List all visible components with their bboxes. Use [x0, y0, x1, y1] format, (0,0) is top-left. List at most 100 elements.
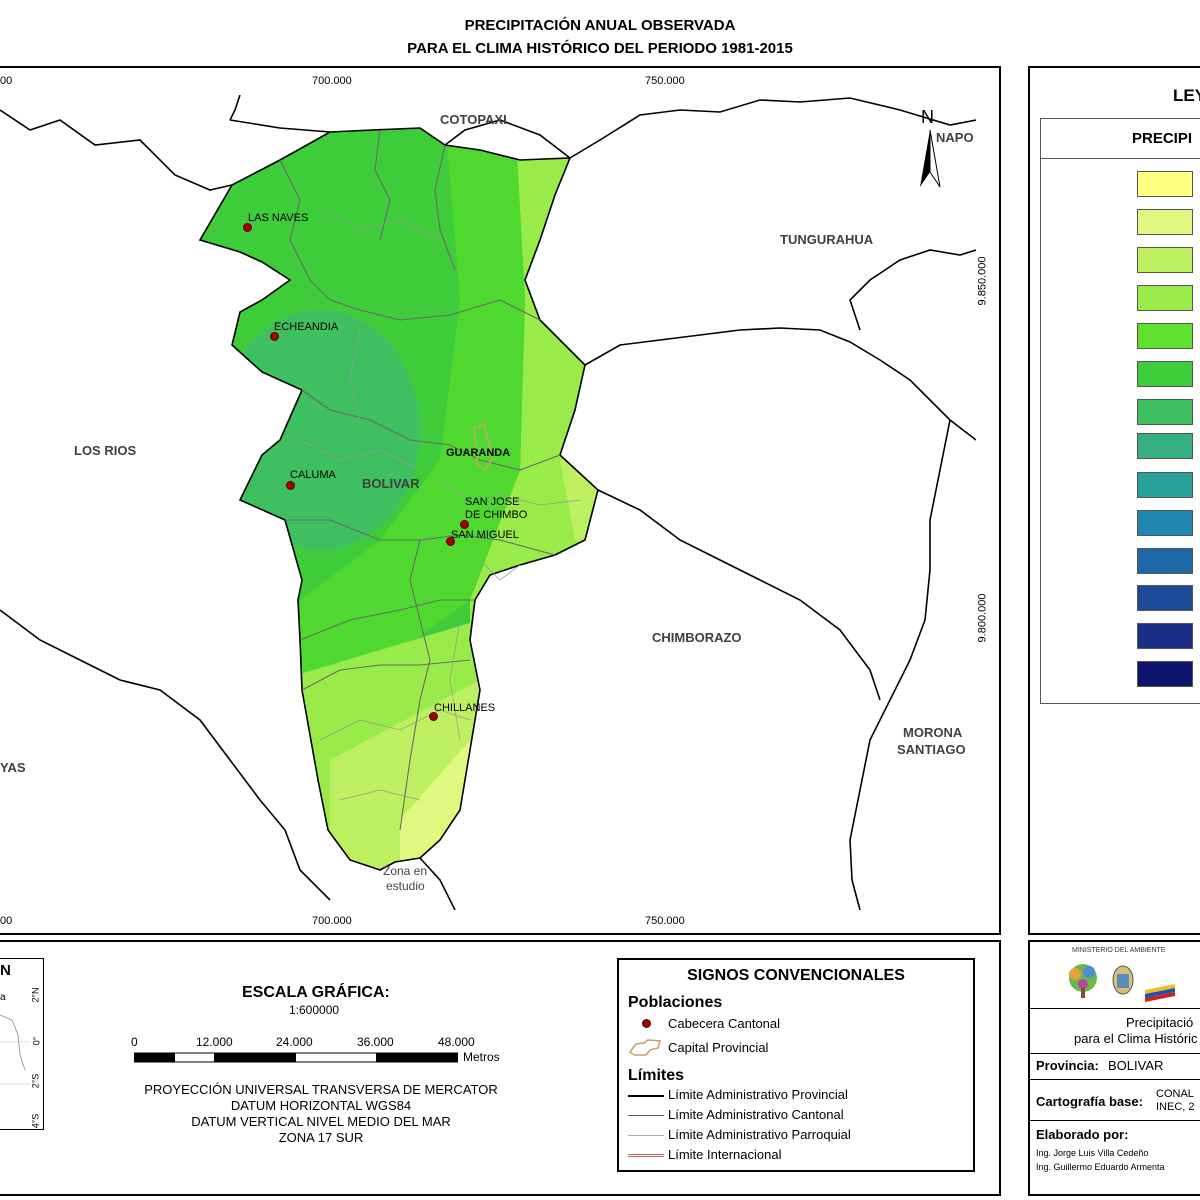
town-dot-caluma [286, 481, 295, 490]
sign-lim-int-line [628, 1154, 664, 1157]
scale-tick-0: 0 [131, 1035, 138, 1049]
elaborado-label: Elaborado por: [1036, 1127, 1129, 1142]
inset-box [0, 958, 44, 1130]
scale-bar [134, 1052, 458, 1063]
y-tick-9850000: 9.850.000 [976, 256, 989, 306]
signs-poblaciones: Poblaciones [628, 994, 723, 1011]
sign-lim-cant-label: Límite Administrativo Cantonal [668, 1107, 844, 1122]
town-echeandia: ECHEANDIA [274, 321, 339, 333]
x-tick-700-top: 700.000 [312, 75, 352, 87]
town-san-miguel: SAN MIGUEL [451, 529, 519, 541]
label-chimborazo: CHIMBORAZO [652, 630, 742, 645]
town-dot-chillanes [429, 712, 438, 721]
legend-swatch-12 [1137, 585, 1193, 611]
scale-tick-12000: 12.000 [196, 1035, 233, 1049]
inset-lat-2n: 2°N [30, 987, 41, 1003]
legend-swatch-2 [1137, 209, 1193, 235]
label-guayas-partial: YAS [0, 760, 26, 775]
scale-tick-48000: 48.000 [438, 1035, 475, 1049]
north-label: N [921, 107, 934, 127]
label-guaranda: GUARANDA [446, 447, 511, 459]
study-zone-line2: estudio [386, 879, 425, 893]
legend-swatch-1 [1137, 171, 1193, 197]
x-tick-750-bottom: 750.000 [645, 915, 685, 927]
ministry-label: MINISTERIO DEL AMBIENTE [1072, 947, 1166, 954]
projection-line2: DATUM HORIZONTAL WGS84 [230, 1098, 412, 1113]
scale-ratio: 1:600000 [289, 1003, 340, 1017]
projection-line4: ZONA 17 SUR [278, 1130, 364, 1145]
x-tick-700-bottom: 700.000 [312, 915, 352, 927]
x-tick-left-partial-bottom: 00 [0, 915, 13, 927]
author-1: Ing. Jorge Luis Villa Cedeño [1036, 1148, 1149, 1158]
signs-title: SIGNOS CONVENCIONALES [687, 967, 905, 984]
gobierno-logo [1145, 984, 1175, 1002]
provincial-boundaries [0, 95, 976, 910]
label-santiago: SANTIAGO [897, 742, 966, 757]
town-dot-las-naves [243, 223, 252, 232]
guaranda-capital-outline [473, 422, 493, 472]
north-arrow [920, 129, 941, 188]
study-zone-line1: Zona en [383, 864, 428, 878]
legend-swatch-6 [1137, 361, 1193, 387]
town-dot-san-jose [460, 520, 469, 529]
sign-lim-int-label: Límite Internacional [668, 1147, 782, 1162]
legend-title: LEY [1173, 86, 1200, 105]
x-tick-750-top: 750.000 [645, 75, 685, 87]
scale-unit: Metros [463, 1050, 500, 1064]
town-dot-echeandia [270, 332, 279, 341]
bottom-left-frame [0, 940, 1001, 1196]
legend-swatch-7 [1137, 399, 1193, 425]
scale-title: ESCALA GRÁFICA: [242, 984, 390, 1001]
label-los-rios: LOS RIOS [74, 443, 137, 458]
label-cotopaxi: COTOPAXI [440, 112, 507, 127]
town-san-jose-line1: SAN JOSE [465, 496, 520, 508]
sign-cabecera-dot [642, 1019, 651, 1028]
town-caluma: CALUMA [290, 469, 336, 481]
map-canvas [0, 95, 976, 910]
legend-swatch-4 [1137, 285, 1193, 311]
town-san-jose-line2: DE CHIMBO [465, 509, 528, 521]
legend-subtitle: PRECIPI [1132, 130, 1193, 147]
scale-tick-24000: 24.000 [276, 1035, 313, 1049]
sign-lim-cant-line [628, 1115, 664, 1116]
projection-line1: PROYECCIÓN UNIVERSAL TRANSVERSA DE MERCA… [144, 1082, 498, 1097]
label-morona: MORONA [903, 725, 963, 740]
label-napo: NAPO [936, 130, 974, 145]
town-las-naves: LAS NAVES [248, 212, 309, 224]
logos [1069, 964, 1175, 1002]
carto-value-1: CONAL [1156, 1088, 1194, 1100]
provincia-value: BOLIVAR [1108, 1058, 1164, 1073]
legend-swatch-10 [1137, 510, 1193, 536]
sign-lim-parr-label: Límite Administrativo Parroquial [668, 1127, 851, 1142]
legend-swatch-9 [1137, 472, 1193, 498]
author-2: Ing. Guillermo Eduardo Armenta [1036, 1162, 1165, 1172]
info-divider-2 [1028, 1120, 1200, 1121]
label-tungurahua: TUNGURAHUA [780, 232, 874, 247]
info-divider-1 [1028, 1079, 1200, 1080]
signs-limites: Límites [628, 1067, 685, 1084]
sign-lim-parr-line [628, 1135, 664, 1136]
legend-box [1040, 118, 1200, 704]
inset-lat-0: 0° [31, 1036, 42, 1046]
legend-swatch-11 [1137, 548, 1193, 574]
legend-swatch-5 [1137, 323, 1193, 349]
signs-box [617, 958, 975, 1172]
scale-tick-36000: 36.000 [357, 1035, 394, 1049]
provincia-label: Provincia: [1036, 1058, 1099, 1073]
cantonal-boundaries [279, 129, 561, 831]
legend-divider [1040, 158, 1200, 159]
label-bolivar: BOLIVAR [362, 476, 420, 491]
y-tick-9800000: 9.800.000 [976, 593, 989, 643]
coat-of-arms-logo [1112, 965, 1134, 995]
sign-capital-symbol [628, 1039, 662, 1056]
inset-word: a [0, 992, 6, 1003]
parish-boundaries [299, 209, 581, 801]
legend-swatch-13 [1137, 623, 1193, 649]
sign-capital-label: Capital Provincial [668, 1040, 769, 1055]
inset-title: N [0, 962, 11, 979]
carto-label: Cartografía base: [1036, 1094, 1143, 1109]
info-desc-box [1028, 1008, 1200, 1054]
projection-line3: DATUM VERTICAL NIVEL MEDIO DEL MAR [191, 1114, 451, 1129]
bolivar-boundary [198, 127, 599, 871]
info-desc-line2: para el Clima Históric [1074, 1031, 1198, 1046]
